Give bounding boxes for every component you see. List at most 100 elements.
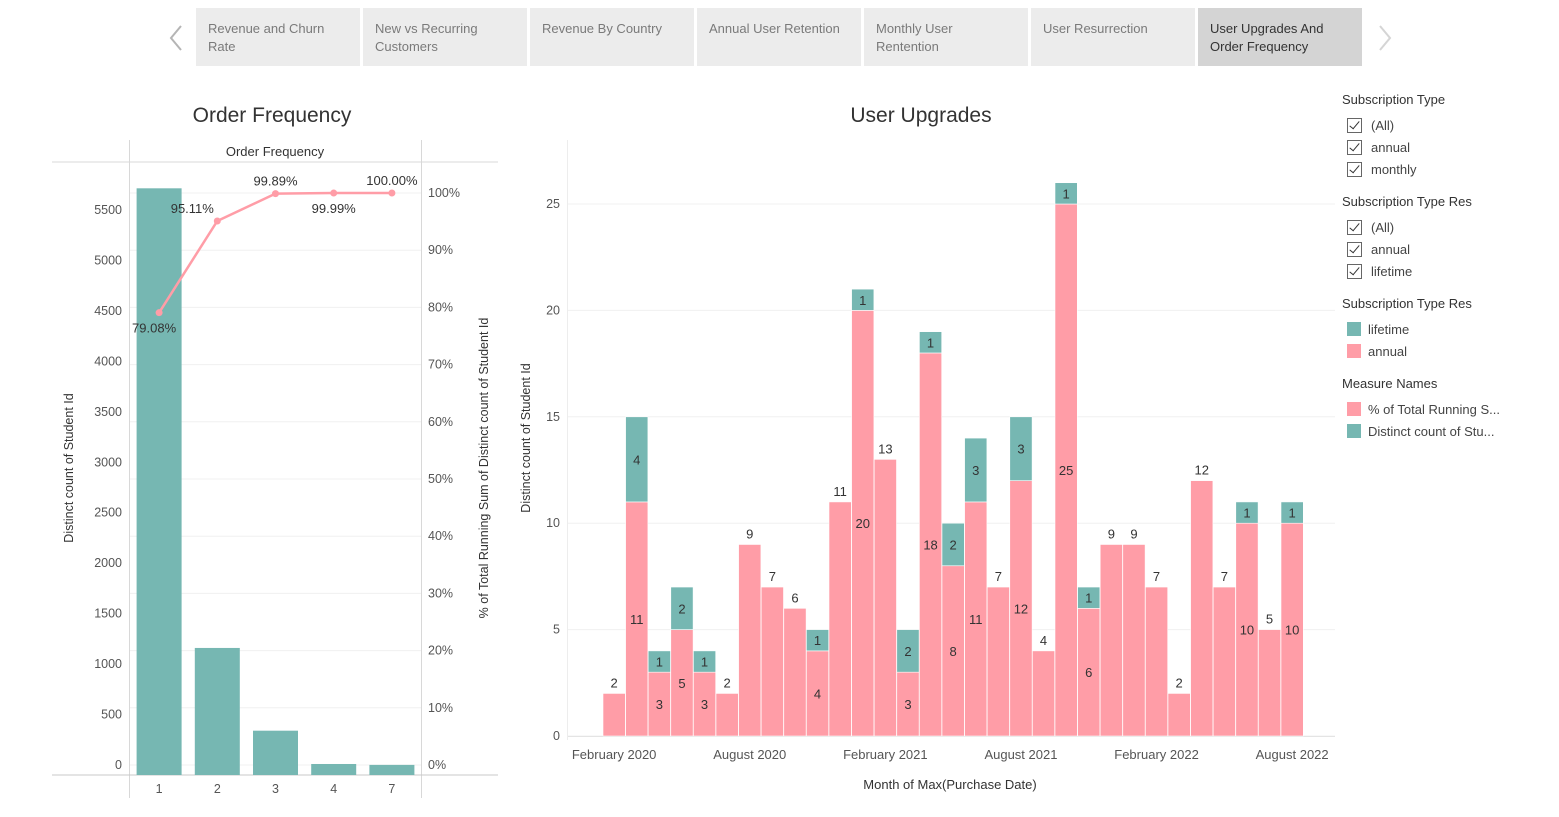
annual-value-label: 12 [1014,601,1028,616]
legend-swatch [1347,322,1361,336]
tab-revenue-and-churn-rate[interactable]: Revenue and Churn Rate [196,8,360,66]
annual-value-label: 3 [904,697,911,712]
filter-option-label: annual [1371,241,1411,257]
next-tab-arrow-icon[interactable] [1372,22,1396,54]
x-tick-label: February 2020 [572,747,657,762]
legend-item[interactable]: Distinct count of Stu... [1342,420,1552,442]
checkbox-checked-icon[interactable] [1347,139,1362,155]
y2-tick-label: 10% [428,701,453,715]
lifetime-bar-segment [670,586,694,630]
y-tick-label: 5000 [94,253,122,267]
legend-item-label: lifetime [1368,321,1410,337]
tab-user-upgrades-and-order-frequency[interactable]: User Upgrades And Order Frequency [1198,8,1362,66]
annual-value-label: 2 [1176,675,1183,690]
y-tick-label: 20 [546,303,560,317]
annual-value-label: 10 [1285,623,1299,638]
lifetime-value-label: 2 [678,601,685,616]
annual-value-label: 6 [791,590,798,605]
legend-item[interactable]: annual [1342,340,1552,362]
y2-tick-label: 70% [428,358,453,372]
user-upgrades-x-axis-title: Month of Max(Purchase Date) [863,777,1036,792]
lifetime-value-label: 2 [904,644,911,659]
y2-tick-label: 100% [428,186,460,200]
filter-option[interactable]: annual [1342,238,1552,260]
tab-user-resurrection[interactable]: User Resurrection [1031,8,1195,66]
annual-bar-segment [1032,650,1056,737]
annual-value-label: 5 [1266,612,1273,627]
lifetime-value-label: 4 [633,452,640,467]
annual-value-label: 9 [1108,526,1115,541]
lifetime-value-label: 1 [701,655,708,670]
y2-tick-label: 40% [428,529,453,543]
tab-annual-user-retention[interactable]: Annual User Retention [697,8,861,66]
order-frequency-bar [369,764,415,775]
legend-swatch [1347,402,1361,416]
y2-tick-label: 50% [428,472,453,486]
checkbox-checked-icon[interactable] [1347,219,1362,235]
tab-new-vs-recurring-customers[interactable]: New vs Recurring Customers [363,8,527,66]
checkbox-checked-icon[interactable] [1347,241,1362,257]
annual-value-label: 9 [746,526,753,541]
x-tick-label: August 2021 [984,747,1057,762]
annual-value-label: 5 [678,676,685,691]
y2-tick-label: 90% [428,243,453,257]
x-tick-label: February 2022 [1114,747,1199,762]
annual-value-label: 11 [833,484,847,499]
checkbox-checked-icon[interactable] [1347,117,1362,133]
filter-option[interactable]: annual [1342,136,1552,158]
previous-tab-arrow-icon[interactable] [165,22,189,54]
user-upgrades-y-axis-title: Distinct count of Student Id [519,363,533,512]
filter-option[interactable]: (All) [1342,114,1552,136]
annual-bar-segment [1212,586,1236,737]
lifetime-bar-segment [1009,416,1033,481]
annual-value-label: 18 [923,537,937,552]
running-percent-point [388,189,396,197]
tab-monthly-user-rentention[interactable]: Monthly User Rentention [864,8,1028,66]
annual-value-label: 2 [611,675,618,690]
order-frequency-bar [136,188,182,775]
annual-value-label: 11 [969,612,983,627]
annual-value-label: 4 [1040,633,1047,648]
lifetime-bar-segment [1280,501,1304,524]
annual-bar-segment [828,501,852,737]
lifetime-bar-segment [964,437,988,503]
filter-option-label: (All) [1371,117,1395,133]
checkbox-checked-icon[interactable] [1347,263,1362,279]
x-tick-label: 1 [156,782,163,796]
x-tick-label: 3 [272,782,279,796]
annual-value-label: 9 [1130,526,1137,541]
lifetime-value-label: 1 [927,335,934,350]
annual-bar-segment [1099,544,1123,737]
lifetime-bar-segment [941,522,965,567]
legend-item-label: Distinct count of Stu... [1368,423,1495,439]
order-frequency-bar [194,647,240,775]
y2-tick-label: 60% [428,415,453,429]
legend-title: Measure Names [1342,376,1438,391]
annual-value-label: 11 [630,612,644,627]
filter-option[interactable]: lifetime [1342,260,1552,282]
y-tick-label: 10 [546,516,560,530]
order-frequency-y2-axis-title: % of Total Running Sum of Distinct count… [477,318,491,619]
annual-bar-segment [1258,629,1282,737]
legend-item[interactable]: lifetime [1342,318,1552,340]
legend-swatch [1347,424,1361,438]
order-frequency-bar [311,763,357,775]
order-frequency-y-axis-title: Distinct count of Student Id [62,393,76,542]
running-percent-label: 95.11% [171,201,215,216]
y-tick-label: 25 [546,197,560,211]
lifetime-value-label: 3 [1017,442,1024,457]
filter-title: Subscription Type [1342,92,1446,107]
tab-revenue-by-country[interactable]: Revenue By Country [530,8,694,66]
legend-item[interactable]: % of Total Running S... [1342,398,1552,420]
y-tick-label: 1000 [94,657,122,671]
filter-title: Subscription Type Res [1342,194,1472,209]
annual-value-label: 8 [950,644,957,659]
annual-value-label: 25 [1059,463,1073,478]
lifetime-bar-segment [647,650,671,673]
lifetime-value-label: 1 [1063,186,1070,201]
annual-bar-segment [783,608,807,737]
checkbox-checked-icon[interactable] [1347,161,1362,177]
annual-bar-segment [1190,480,1214,737]
filter-option[interactable]: (All) [1342,216,1552,238]
filter-option[interactable]: monthly [1342,158,1552,180]
